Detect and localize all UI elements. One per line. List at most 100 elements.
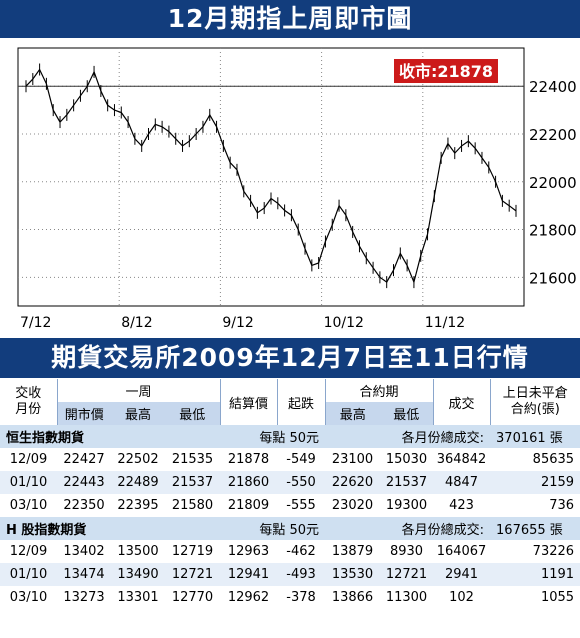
header-settle: 結算價	[219, 379, 278, 425]
table-cell: -493	[277, 563, 326, 586]
header-open: 開市價	[56, 402, 111, 425]
table-cell: 22502	[111, 448, 165, 471]
table-cell: 03/10	[0, 586, 57, 609]
table-cell: 22489	[111, 471, 165, 494]
table-cell: 22443	[57, 471, 111, 494]
table-cell: 01/10	[0, 563, 57, 586]
header-week-low: 最低	[165, 402, 221, 425]
table-cell: 12963	[220, 540, 278, 563]
table-cell: 12770	[165, 586, 221, 609]
table-cell: 21809	[220, 494, 278, 517]
table-cell: 85635	[490, 448, 580, 471]
table-cell: 12721	[380, 563, 434, 586]
table-cell: 13273	[57, 586, 111, 609]
y-tick-label: 22200	[529, 126, 577, 144]
table-cell: 22350	[57, 494, 111, 517]
table-cell: 8930	[380, 540, 434, 563]
futures-table: 交收 月份 一周 結算價 起跌 合約期 成交 上日未平倉 合約(張) 開市價 最…	[0, 379, 580, 609]
chart-title: 12月期指上周即市圖	[0, 0, 580, 38]
x-tick-label: 10/12	[324, 315, 364, 331]
plot-frame	[17, 47, 525, 307]
table-cell: 03/10	[0, 494, 57, 517]
table-cell: 4847	[433, 471, 491, 494]
table-row: 12/09 13402 13500 12719 12963 -462 13879 8930 16…	[0, 540, 580, 563]
y-tick-label: 21800	[529, 222, 577, 240]
table-row: 01/10 22443 22489 21537 21860 -550 22620 21537 4…	[0, 471, 580, 494]
header-change: 起跌	[276, 379, 326, 425]
table-cell: 13474	[57, 563, 111, 586]
table-row: 01/10 13474 13490 12721 12941 -493 13530 12721 2…	[0, 563, 580, 586]
table-row: 12/09 22427 22502 21535 21878 -549 23100 15030 3…	[0, 448, 580, 471]
close-price-badge: 收市:21878	[394, 59, 498, 83]
table-cell: 23100	[325, 448, 381, 471]
table-cell: -550	[277, 471, 326, 494]
table-cell: 12941	[220, 563, 278, 586]
table-cell: 21535	[165, 448, 221, 471]
table-cell: 21580	[165, 494, 221, 517]
section-total-label: 各月份總成交:	[325, 517, 491, 540]
table-cell: 01/10	[0, 471, 57, 494]
section-header-row: 恒生指數期貨 每點 50元 各月份總成交: 370161 張	[0, 425, 580, 448]
section-unit: 每點 50元	[165, 517, 326, 540]
table-cell: 13866	[325, 586, 381, 609]
table-cell: 22427	[57, 448, 111, 471]
table-cell: 12721	[165, 563, 221, 586]
table-cell: 164067	[433, 540, 491, 563]
header-oi: 上日未平倉 合約(張)	[489, 379, 580, 425]
y-tick-label: 22000	[529, 174, 577, 192]
header-week-high: 最高	[111, 402, 165, 425]
header-volume: 成交	[432, 379, 491, 425]
x-tick-label: 9/12	[222, 315, 253, 331]
table-cell: 13879	[325, 540, 381, 563]
table-cell: -549	[277, 448, 326, 471]
y-tick-label: 21600	[529, 269, 577, 287]
table-cell: 2159	[490, 471, 580, 494]
close-price-label: 收市:21878	[399, 62, 493, 81]
table-cell: 21878	[220, 448, 278, 471]
table-cell: 13500	[111, 540, 165, 563]
table-cell: 102	[433, 586, 491, 609]
table-cell: 13490	[111, 563, 165, 586]
table-cell: 12/09	[0, 540, 57, 563]
table-cell: 13530	[325, 563, 381, 586]
chart-area: 21600 21800 22000 22200 22400 7/12 8/12 9/12 10/…	[0, 38, 580, 338]
table-cell: 423	[433, 494, 491, 517]
table-cell: 19300	[380, 494, 434, 517]
header-contract: 合約期	[324, 379, 434, 402]
table-title: 期貨交易所2009年12月7日至11日行情	[0, 338, 580, 378]
x-tick-label: 8/12	[121, 315, 152, 331]
table-cell: 22620	[325, 471, 381, 494]
section-total-value: 167655 張	[490, 517, 580, 540]
table-cell: 23020	[325, 494, 381, 517]
table-cell: 11300	[380, 586, 434, 609]
table-cell: 12719	[165, 540, 221, 563]
section-total-value: 370161 張	[490, 425, 580, 448]
table-cell: 2941	[433, 563, 491, 586]
section-header-row: H 股指數期貨 每點 50元 各月份總成交: 167655 張	[0, 517, 580, 540]
x-tick-label: 7/12	[20, 315, 51, 331]
table-cell: -378	[277, 586, 326, 609]
header-contract-low: 最低	[380, 402, 434, 425]
table-cell: 1055	[490, 586, 580, 609]
x-tick-label: 11/12	[425, 315, 465, 331]
table-cell: 12962	[220, 586, 278, 609]
section-total-label: 各月份總成交:	[325, 425, 491, 448]
table-cell: 12/09	[0, 448, 57, 471]
table-cell: 364842	[433, 448, 491, 471]
header-week: 一周	[56, 379, 221, 402]
price-chart: 21600 21800 22000 22200 22400 7/12 8/12 9/12 10/…	[0, 38, 580, 338]
table-cell: 21537	[165, 471, 221, 494]
table-cell: 13301	[111, 586, 165, 609]
table-cell: 22395	[111, 494, 165, 517]
table-row: 03/10 22350 22395 21580 21809 -555 23020 19300 4…	[0, 494, 580, 517]
section-unit: 每點 50元	[165, 425, 326, 448]
section-name: 恒生指數期貨	[0, 425, 165, 448]
header-contract-high: 最高	[324, 402, 381, 425]
header-month: 交收 月份	[0, 379, 57, 425]
section-name: H 股指數期貨	[0, 517, 165, 540]
table-cell: 13402	[57, 540, 111, 563]
table-cell: -462	[277, 540, 326, 563]
table-cell: 21537	[380, 471, 434, 494]
y-tick-label: 22400	[529, 78, 577, 96]
table-cell: 736	[490, 494, 580, 517]
